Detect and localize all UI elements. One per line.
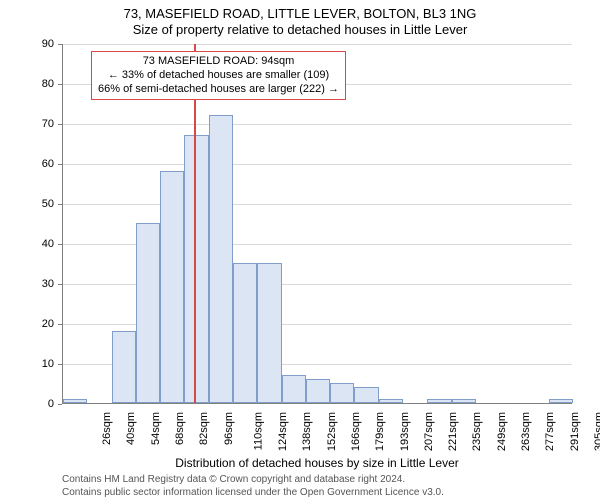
histogram-bar — [379, 399, 403, 403]
y-tick-label: 90 — [0, 38, 54, 50]
x-tick-label: 263sqm — [520, 412, 532, 451]
histogram-bar — [330, 383, 354, 403]
x-tick-label: 235sqm — [472, 412, 484, 451]
histogram-bar — [63, 399, 87, 403]
x-tick-label: 40sqm — [125, 412, 137, 445]
histogram-bar — [452, 399, 476, 403]
footer-line-2: Contains public sector information licen… — [62, 487, 444, 500]
footer-line-1: Contains HM Land Registry data © Crown c… — [62, 474, 444, 487]
title-line-1: 73, MASEFIELD ROAD, LITTLE LEVER, BOLTON… — [0, 6, 600, 22]
x-tick-label: 110sqm — [252, 412, 264, 450]
title-line-2: Size of property relative to detached ho… — [0, 22, 600, 38]
y-tick-label: 80 — [0, 78, 54, 90]
y-tick-label: 30 — [0, 278, 54, 290]
x-tick-label: 96sqm — [223, 412, 235, 445]
x-tick-label: 26sqm — [101, 412, 113, 445]
y-tick-label: 40 — [0, 238, 54, 250]
y-tick-mark — [58, 124, 62, 125]
histogram-bar — [354, 387, 378, 403]
y-tick-mark — [58, 164, 62, 165]
annotation-line: ← 33% of detached houses are smaller (10… — [98, 69, 339, 83]
gridline — [63, 164, 572, 165]
x-tick-label: 193sqm — [399, 412, 411, 451]
x-tick-label: 291sqm — [569, 412, 581, 451]
x-tick-label: 207sqm — [423, 412, 435, 451]
histogram-bar — [160, 171, 184, 403]
histogram-bar — [427, 399, 451, 403]
histogram-bar — [257, 263, 281, 403]
y-tick-label: 50 — [0, 198, 54, 210]
y-tick-mark — [58, 284, 62, 285]
attribution-footer: Contains HM Land Registry data © Crown c… — [62, 474, 444, 499]
histogram-bar — [306, 379, 330, 403]
y-tick-mark — [58, 84, 62, 85]
y-tick-label: 10 — [0, 358, 54, 370]
annotation-box: 73 MASEFIELD ROAD: 94sqm← 33% of detache… — [91, 51, 346, 100]
x-axis-label: Distribution of detached houses by size … — [175, 456, 459, 470]
x-tick-label: 82sqm — [198, 412, 210, 445]
y-tick-label: 60 — [0, 158, 54, 170]
y-tick-mark — [58, 364, 62, 365]
y-tick-label: 20 — [0, 318, 54, 330]
y-tick-label: 0 — [0, 398, 54, 410]
histogram-bar — [112, 331, 136, 403]
histogram-bar — [136, 223, 160, 403]
y-tick-mark — [58, 44, 62, 45]
x-tick-label: 138sqm — [302, 412, 314, 451]
histogram-bar — [282, 375, 306, 403]
chart-title: 73, MASEFIELD ROAD, LITTLE LEVER, BOLTON… — [0, 0, 600, 39]
annotation-line: 66% of semi-detached houses are larger (… — [98, 83, 339, 97]
histogram-chart: 73 MASEFIELD ROAD: 94sqm← 33% of detache… — [62, 44, 572, 404]
x-tick-label: 152sqm — [326, 412, 338, 451]
y-tick-mark — [58, 204, 62, 205]
x-tick-label: 305sqm — [593, 412, 600, 451]
x-tick-label: 179sqm — [374, 412, 386, 451]
histogram-bar — [549, 399, 573, 403]
x-tick-label: 54sqm — [150, 412, 162, 445]
gridline — [63, 204, 572, 205]
y-tick-mark — [58, 244, 62, 245]
x-tick-label: 166sqm — [350, 412, 362, 451]
y-tick-label: 70 — [0, 118, 54, 130]
histogram-bar — [209, 115, 233, 403]
histogram-bar — [184, 135, 208, 403]
plot-area: 73 MASEFIELD ROAD: 94sqm← 33% of detache… — [62, 44, 572, 404]
histogram-bar — [233, 263, 257, 403]
x-tick-label: 221sqm — [447, 412, 459, 451]
gridline — [63, 124, 572, 125]
x-tick-label: 277sqm — [544, 412, 556, 451]
x-tick-label: 124sqm — [277, 412, 289, 451]
y-tick-mark — [58, 324, 62, 325]
gridline — [63, 44, 572, 45]
y-tick-mark — [58, 404, 62, 405]
annotation-line: 73 MASEFIELD ROAD: 94sqm — [98, 55, 339, 69]
x-tick-label: 249sqm — [496, 412, 508, 451]
x-tick-label: 68sqm — [174, 412, 186, 445]
